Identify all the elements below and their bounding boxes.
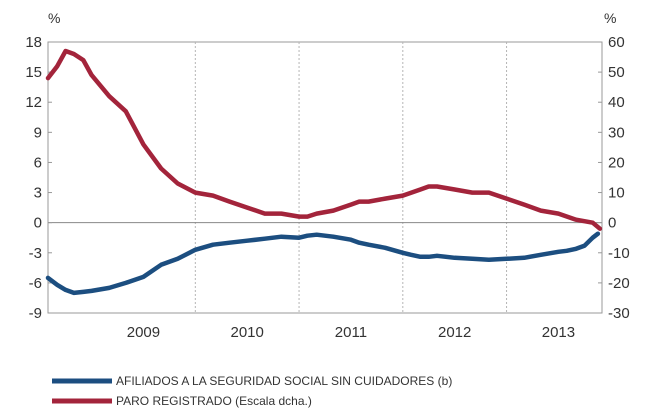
right-tick-label: 60 [608,34,625,51]
left-axis-unit-label: % [48,10,60,26]
right-tick-label: 50 [608,64,625,81]
right-tick-label: 20 [608,154,625,171]
left-tick-label: 9 [34,124,42,141]
left-tick-label: -9 [29,305,42,322]
right-tick-label: 10 [608,185,625,202]
right-tick-label: 40 [608,94,625,111]
left-tick-label: 15 [25,64,42,81]
series-line-0 [45,231,601,296]
legend-label-afiliados: AFILIADOS A LA SEGURIDAD SOCIAL SIN CUID… [116,374,452,388]
left-tick-label: 12 [25,94,42,111]
left-tick-label: 0 [34,215,42,232]
plot-frame [47,41,603,314]
year-label: 2010 [231,324,264,341]
right-axis-unit-label: % [604,10,616,26]
right-tick-label: -30 [608,305,630,322]
series-line-1 [45,48,603,231]
left-tick-label: 3 [34,185,42,202]
right-tick-label: -20 [608,275,630,292]
x-axis-year-labels: 2009 2010 2011 2012 2013 [127,324,575,341]
legend-label-paro: PARO REGISTRADO (Escala dcha.) [116,394,312,408]
year-label: 2011 [335,324,367,341]
left-tick-label: 6 [34,154,42,171]
year-label: 2013 [542,324,575,341]
legend: AFILIADOS A LA SEGURIDAD SOCIAL SIN CUID… [52,374,452,408]
left-axis: -9 -6 -3 0 3 6 9 12 15 18 [25,34,52,322]
year-gridlines [48,42,602,313]
year-label: 2009 [127,324,160,341]
left-tick-label: -3 [29,245,42,262]
right-axis: -30 -20 -10 0 10 20 30 40 50 60 [598,34,630,322]
series-lines [45,48,603,296]
right-tick-label: 0 [608,215,616,232]
left-tick-label: 18 [25,34,42,51]
right-tick-label: -10 [608,245,630,262]
left-tick-label: -6 [29,275,42,292]
year-label: 2012 [438,324,471,341]
plot-border [47,41,603,314]
right-tick-label: 30 [608,124,625,141]
